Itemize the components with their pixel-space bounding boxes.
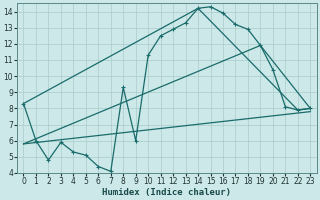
X-axis label: Humidex (Indice chaleur): Humidex (Indice chaleur) xyxy=(102,188,231,197)
